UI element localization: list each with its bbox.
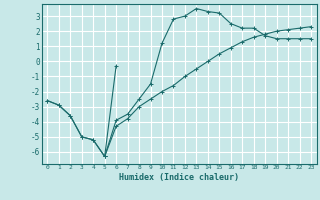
X-axis label: Humidex (Indice chaleur): Humidex (Indice chaleur)	[119, 173, 239, 182]
